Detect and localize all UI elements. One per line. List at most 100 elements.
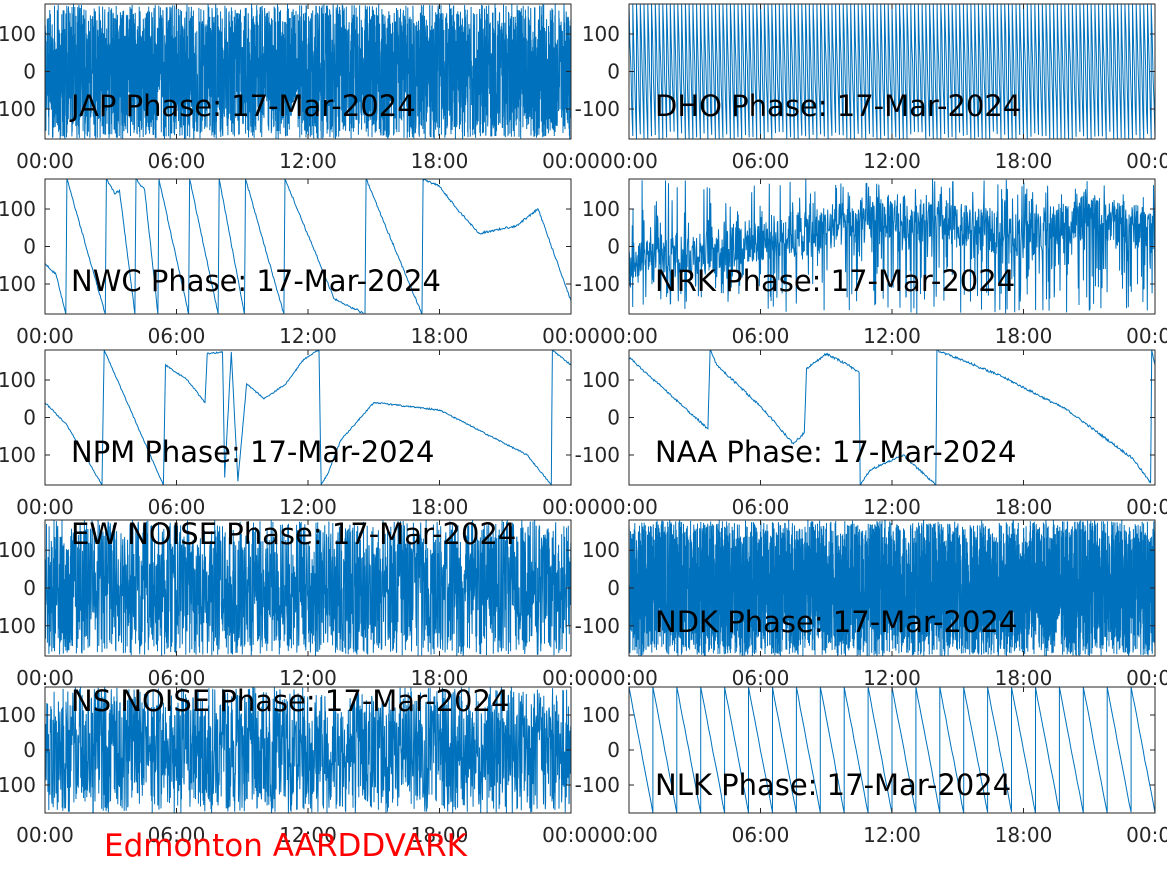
- x-tick-label: 06:00: [732, 823, 790, 847]
- panel-title: EW NOISE Phase: 17-Mar-2024: [71, 517, 516, 551]
- y-tick-label: 100: [0, 197, 36, 221]
- x-tick-label: 06:00: [148, 823, 206, 847]
- x-tick-label: 18:00: [995, 666, 1053, 690]
- x-tick-label: 00:00: [1126, 324, 1167, 348]
- x-tick-label: 00:00: [1126, 149, 1167, 173]
- y-tick-label: -100: [0, 443, 36, 467]
- x-tick-label: 00:00: [16, 149, 74, 173]
- y-tick-label: 100: [0, 22, 36, 46]
- x-tick-label: 06:00: [732, 149, 790, 173]
- panel-title: NWC Phase: 17-Mar-2024: [71, 264, 441, 298]
- y-tick-label: 100: [582, 22, 620, 46]
- x-tick-label: 18:00: [995, 495, 1053, 519]
- x-tick-label: 00:00: [16, 324, 74, 348]
- phase-series-line: [629, 520, 1155, 656]
- phase-panel: 100 0 -100 00:00 06:00 12:00 18:00 00:00 DHO Pha…: [575, 3, 1167, 173]
- x-tick-label: 00:00: [542, 495, 600, 519]
- phase-series-line: [629, 687, 1155, 813]
- x-tick-label: 06:00: [732, 495, 790, 519]
- y-tick-label: 0: [23, 738, 36, 762]
- y-tick-label: 0: [23, 60, 36, 84]
- plot-area: [45, 179, 571, 314]
- y-tick-label: 100: [582, 703, 620, 727]
- phase-panel: 100 0 -100 00:00 06:00 12:00 18:00 00:00 NAA Pha…: [575, 349, 1167, 519]
- y-tick-label: 100: [0, 703, 36, 727]
- x-tick-label: 00:00: [542, 324, 600, 348]
- x-tick-label: 12:00: [279, 149, 337, 173]
- phase-panel: 100 0 -100 00:00 06:00 12:00 18:00 00:00 NPM Pha…: [0, 349, 600, 519]
- y-tick-label: -100: [0, 272, 36, 296]
- phase-series-line: [45, 520, 571, 656]
- plot-area: [45, 350, 571, 485]
- x-tick-label: 12:00: [863, 666, 921, 690]
- x-tick-label: 06:00: [732, 666, 790, 690]
- x-tick-label: 18:00: [411, 495, 469, 519]
- y-tick-label: -100: [575, 97, 620, 121]
- x-tick-label: 18:00: [411, 149, 469, 173]
- x-tick-label: 00:00: [1126, 666, 1167, 690]
- phase-series-line: [629, 179, 1155, 314]
- x-tick-label: 06:00: [732, 324, 790, 348]
- phase-series-line: [45, 4, 571, 139]
- panel-title: DHO Phase: 17-Mar-2024: [655, 89, 1021, 123]
- panel-title: NPM Phase: 17-Mar-2024: [71, 435, 435, 469]
- x-tick-label: 06:00: [148, 324, 206, 348]
- y-tick-label: 0: [23, 576, 36, 600]
- x-tick-label: 00:00: [542, 666, 600, 690]
- y-tick-label: 100: [582, 197, 620, 221]
- y-tick-label: -100: [575, 614, 620, 638]
- y-tick-label: -100: [575, 443, 620, 467]
- panel-title: NS NOISE Phase: 17-Mar-2024: [71, 684, 509, 718]
- phase-series-line: [45, 179, 571, 314]
- phase-series-line: [45, 687, 571, 813]
- y-tick-label: 0: [607, 406, 620, 430]
- x-tick-label: 12:00: [279, 823, 337, 847]
- x-tick-label: 18:00: [411, 823, 469, 847]
- phase-panel: 100 0 -100 00:00 06:00 12:00 18:00 00:00 JAP Pha…: [0, 3, 600, 173]
- x-tick-label: 18:00: [995, 823, 1053, 847]
- y-tick-label: 100: [582, 368, 620, 392]
- y-tick-label: -100: [575, 272, 620, 296]
- x-tick-label: 12:00: [279, 666, 337, 690]
- y-tick-label: 100: [0, 538, 36, 562]
- y-tick-label: 0: [23, 406, 36, 430]
- x-tick-label: 18:00: [411, 666, 469, 690]
- y-tick-label: 0: [23, 235, 36, 259]
- x-tick-label: 12:00: [863, 495, 921, 519]
- x-tick-label: 06:00: [148, 666, 206, 690]
- panel-title: NRK Phase: 17-Mar-2024: [655, 264, 1015, 298]
- y-tick-label: 0: [607, 576, 620, 600]
- x-tick-label: 00:00: [600, 823, 658, 847]
- y-tick-label: -100: [575, 773, 620, 797]
- x-tick-label: 18:00: [995, 149, 1053, 173]
- y-tick-label: 0: [607, 235, 620, 259]
- phase-panel: 100 0 -100 00:00 06:00 12:00 18:00 00:00 EW NOIS…: [0, 517, 600, 690]
- panel-title: JAP Phase: 17-Mar-2024: [69, 89, 416, 123]
- x-tick-label: 12:00: [863, 324, 921, 348]
- phase-panel: 100 0 -100 00:00 06:00 12:00 18:00 00:00 NRK Pha…: [575, 178, 1167, 348]
- phase-panel: 100 0 -100 00:00 06:00 12:00 18:00 00:00 NWC Pha…: [0, 178, 600, 348]
- x-tick-label: 00:00: [1126, 823, 1167, 847]
- phase-series-line: [629, 4, 1155, 139]
- phase-panel: 100 0 -100 00:00 06:00 12:00 18:00 00:00 NS NOIS…: [0, 684, 600, 847]
- station-label: Edmonton AARDDVARK: [104, 828, 468, 864]
- phase-panel: 100 0 -100 00:00 06:00 12:00 18:00 00:00 NLK Pha…: [575, 686, 1167, 847]
- plot-area: [629, 350, 1155, 485]
- phase-panel: 100 0 -100 00:00 06:00 12:00 18:00 00:00 NDK Pha…: [575, 519, 1167, 690]
- x-tick-label: 12:00: [863, 823, 921, 847]
- x-tick-label: 12:00: [863, 149, 921, 173]
- y-tick-label: 100: [0, 368, 36, 392]
- x-tick-label: 18:00: [995, 324, 1053, 348]
- y-tick-label: 0: [607, 60, 620, 84]
- x-tick-label: 06:00: [148, 495, 206, 519]
- phase-series-line: [629, 350, 1155, 485]
- x-tick-label: 00:00: [16, 495, 74, 519]
- panel-title: NLK Phase: 17-Mar-2024: [655, 768, 1011, 802]
- y-tick-label: -100: [0, 97, 36, 121]
- panel-title: NDK Phase: 17-Mar-2024: [655, 605, 1017, 639]
- y-tick-label: -100: [0, 773, 36, 797]
- x-tick-label: 00:00: [542, 823, 600, 847]
- x-tick-label: 12:00: [279, 324, 337, 348]
- x-tick-label: 06:00: [148, 149, 206, 173]
